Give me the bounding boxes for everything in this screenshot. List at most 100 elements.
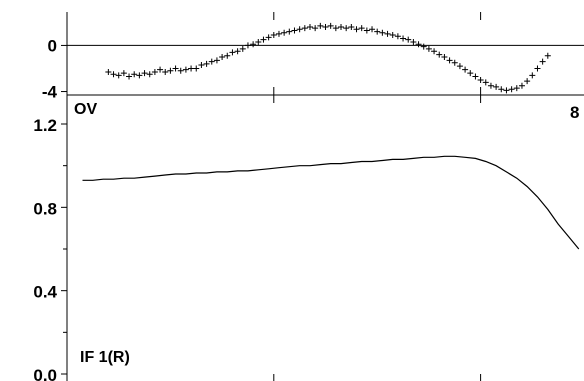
data-point <box>353 26 360 33</box>
data-point <box>487 82 494 89</box>
data-point <box>467 70 474 77</box>
x-tick-label-right: 8 <box>570 103 579 122</box>
data-point <box>534 65 541 72</box>
data-point <box>203 60 210 67</box>
top-y-ticks: 0 -4 <box>42 36 67 102</box>
data-point <box>301 25 308 32</box>
data-point <box>291 27 298 34</box>
data-point <box>151 68 158 75</box>
data-point <box>275 30 282 37</box>
data-point <box>208 58 215 65</box>
data-point <box>167 67 174 74</box>
data-point <box>343 25 350 32</box>
data-point <box>529 72 536 79</box>
data-point <box>224 52 231 59</box>
data-point <box>265 34 272 41</box>
data-point <box>451 59 458 66</box>
data-point <box>498 86 505 93</box>
data-point <box>508 86 515 93</box>
bottom-y-tick-label: 0.8 <box>33 199 57 218</box>
data-point <box>379 29 386 36</box>
data-point <box>255 38 262 45</box>
data-point <box>317 22 324 29</box>
data-point <box>120 70 127 77</box>
data-point <box>312 25 319 32</box>
bottom-series-line <box>82 155 580 250</box>
data-point <box>420 43 427 50</box>
data-point <box>524 78 531 85</box>
data-point <box>213 57 220 64</box>
data-point <box>518 82 525 89</box>
data-point <box>182 66 189 73</box>
top-panel-label: OV <box>74 101 97 118</box>
data-point <box>110 71 117 78</box>
bottom-y-tick-label: 0.0 <box>33 366 57 381</box>
data-point <box>389 32 396 39</box>
data-point <box>286 28 293 35</box>
data-point <box>172 65 179 72</box>
top-series <box>105 22 551 94</box>
data-point <box>446 57 453 64</box>
data-point <box>234 48 241 55</box>
data-point <box>539 58 546 65</box>
data-point <box>338 23 345 30</box>
data-point <box>456 63 463 70</box>
data-point <box>260 36 267 43</box>
data-point <box>193 65 200 72</box>
top-y-tick-label: 0 <box>48 36 57 55</box>
data-point <box>400 35 407 42</box>
data-point <box>462 66 469 73</box>
bottom-y-tick-label: 0.4 <box>33 283 57 302</box>
data-point <box>544 52 551 59</box>
bottom-y-tick-label: 1.2 <box>33 116 57 135</box>
data-point <box>441 53 448 60</box>
data-point <box>322 23 329 30</box>
data-point <box>493 83 500 90</box>
data-point <box>157 66 164 73</box>
data-point <box>374 28 381 35</box>
data-point <box>477 77 484 84</box>
data-point <box>131 71 138 78</box>
data-point <box>219 53 226 60</box>
top-panel: 0 -4 OV <box>42 12 584 118</box>
top-y-tick-label: -4 <box>42 83 58 102</box>
bottom-panel-label: IF 1(R) <box>80 349 130 366</box>
data-point <box>358 25 365 32</box>
data-point <box>115 72 122 79</box>
data-point <box>188 65 195 72</box>
data-point <box>177 67 184 74</box>
data-point <box>425 45 432 52</box>
data-point <box>296 26 303 33</box>
data-point <box>270 32 277 39</box>
data-point <box>405 36 412 43</box>
data-point <box>472 73 479 80</box>
data-point <box>513 85 520 92</box>
data-point <box>415 41 422 48</box>
data-point <box>136 72 143 79</box>
data-point <box>229 49 236 56</box>
data-point <box>348 23 355 30</box>
data-point <box>332 25 339 32</box>
data-point <box>503 87 510 94</box>
data-point <box>369 26 376 33</box>
data-point <box>306 23 313 30</box>
data-point <box>141 70 148 77</box>
bottom-y-ticks: 0.0 0.4 0.8 1.2 <box>33 116 67 381</box>
data-point <box>198 62 205 69</box>
bottom-x-ticks <box>273 12 482 381</box>
data-point <box>384 30 391 37</box>
data-point <box>394 33 401 40</box>
data-point <box>105 68 112 75</box>
data-point <box>327 22 334 29</box>
data-point <box>431 48 438 55</box>
data-point <box>281 29 288 36</box>
data-point <box>436 51 443 58</box>
data-point <box>239 45 246 52</box>
data-point <box>126 73 133 80</box>
data-point <box>146 71 153 78</box>
data-point <box>363 27 370 34</box>
data-point <box>410 38 417 45</box>
data-point <box>162 68 169 75</box>
data-point <box>482 79 489 86</box>
